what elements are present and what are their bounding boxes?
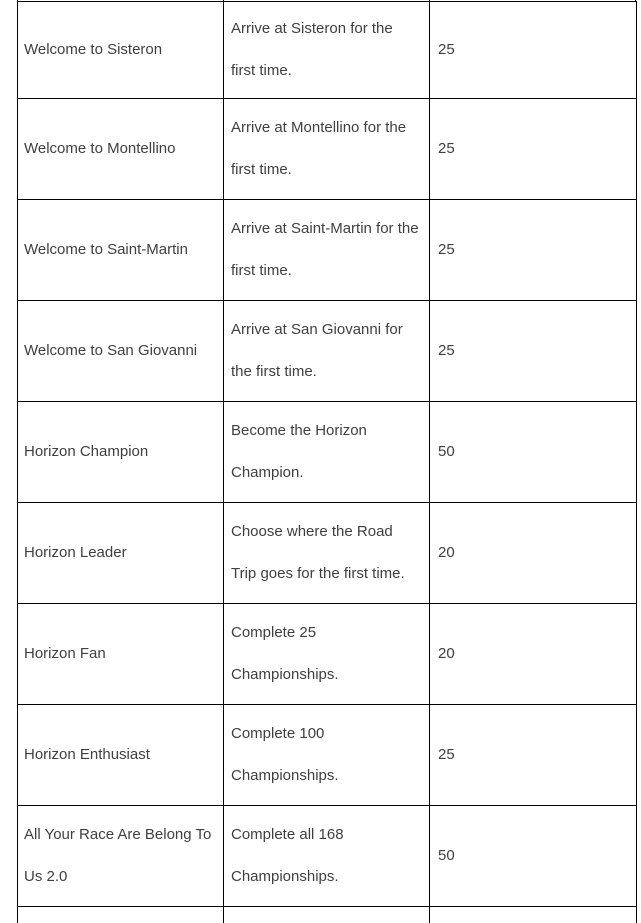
- achievement-name-cell: All Your Race Are Belong To Us 2.0: [17, 805, 224, 907]
- achievement-points-cell: 20: [429, 502, 637, 604]
- achievement-points-cell: 25: [429, 704, 637, 806]
- table-row: Welcome to Sisteron Arrive at Sisteron f…: [17, 1, 637, 99]
- achievement-name-cell: Welcome to Saint-Martin: [17, 199, 224, 301]
- achievement-description-cell: Choose where the Road Trip goes for the …: [223, 502, 430, 604]
- table-row: Horizon Champion Become the Horizon Cham…: [17, 401, 637, 503]
- achievement-description-cell: Complete all 168 Championships.: [223, 805, 430, 907]
- table-row: All Your Race Are Belong To Us 2.0 Compl…: [17, 805, 637, 907]
- achievement-points-cell: 25: [429, 300, 637, 402]
- achievement-description-cell: Arrive at Montellino for the first time.: [223, 98, 430, 200]
- achievement-description-cell: Complete 25 Championships.: [223, 603, 430, 705]
- cut-border-stub: [429, 0, 430, 2]
- cut-border-stub: [223, 0, 224, 2]
- table-row: Welcome to Montellino Arrive at Montelli…: [17, 98, 637, 200]
- achievement-name-cell: Welcome to San Giovanni: [17, 300, 224, 402]
- achievement-points-cell: 25: [429, 1, 637, 99]
- achievement-description-cell: Arrive at Saint-Martin for the first tim…: [223, 199, 430, 301]
- achievement-description-cell: Arrive at Sisteron for the first time.: [223, 1, 430, 99]
- cut-border-stub: [635, 0, 636, 2]
- table-row: Horizon Leader Choose where the Road Tri…: [17, 502, 637, 604]
- achievement-name-cell: [17, 906, 224, 923]
- cut-border-stub: [17, 0, 18, 2]
- achievement-description-cell: Complete 100 Championships.: [223, 704, 430, 806]
- achievement-name-cell: Welcome to Montellino: [17, 98, 224, 200]
- achievement-description-cell: Arrive at San Giovanni for the first tim…: [223, 300, 430, 402]
- achievement-points-cell: [429, 906, 637, 923]
- table-row: Welcome to San Giovanni Arrive at San Gi…: [17, 300, 637, 402]
- table-row: Horizon Fan Complete 25 Championships. 2…: [17, 603, 637, 705]
- achievement-name-cell: Horizon Fan: [17, 603, 224, 705]
- achievements-table: Welcome to Sisteron Arrive at Sisteron f…: [17, 1, 637, 923]
- achievement-points-cell: 20: [429, 603, 637, 705]
- table-row: Welcome to Saint-Martin Arrive at Saint-…: [17, 199, 637, 301]
- achievement-name-cell: Horizon Leader: [17, 502, 224, 604]
- table-row-partial: [17, 906, 637, 923]
- achievement-points-cell: 25: [429, 199, 637, 301]
- achievement-name-cell: Horizon Enthusiast: [17, 704, 224, 806]
- achievement-description-cell: [223, 906, 430, 923]
- table-row: Horizon Enthusiast Complete 100 Champion…: [17, 704, 637, 806]
- achievement-points-cell: 25: [429, 98, 637, 200]
- achievement-points-cell: 50: [429, 401, 637, 503]
- achievements-table-body: Welcome to Sisteron Arrive at Sisteron f…: [17, 1, 637, 923]
- achievement-description-cell: Become the Horizon Champion.: [223, 401, 430, 503]
- achievement-name-cell: Horizon Champion: [17, 401, 224, 503]
- achievement-name-cell: Welcome to Sisteron: [17, 1, 224, 99]
- achievement-points-cell: 50: [429, 805, 637, 907]
